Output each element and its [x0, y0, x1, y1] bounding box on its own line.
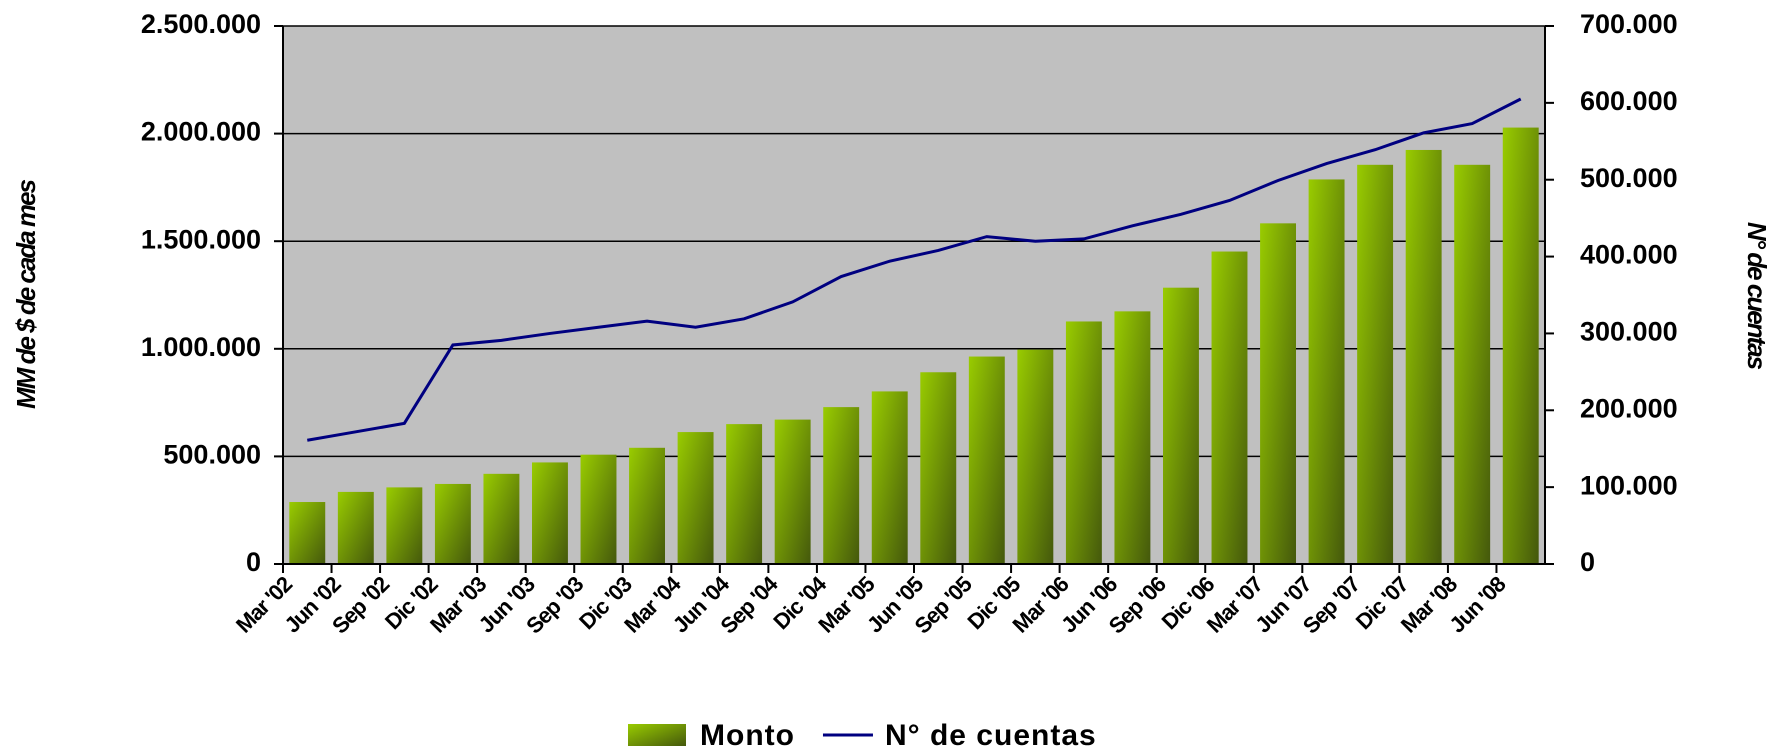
y-tick-label: 500.000	[163, 440, 261, 470]
y2-tick-label: 100.000	[1580, 470, 1678, 500]
bar	[1017, 349, 1054, 564]
bar	[968, 356, 1005, 564]
bar	[629, 447, 665, 564]
bar	[1405, 149, 1442, 564]
x-tick-label: Sep '02	[327, 571, 394, 638]
bar	[1114, 311, 1151, 564]
y-tick-label: 2.500.000	[141, 9, 261, 39]
bar	[871, 391, 908, 564]
y2-tick-label: 500.000	[1580, 163, 1678, 193]
x-tick-label: Sep '06	[1104, 571, 1171, 638]
legend-swatch	[628, 724, 686, 746]
y2-tick-label: 0	[1580, 547, 1595, 577]
bar	[434, 483, 471, 564]
y-tick-label: 0	[246, 547, 261, 577]
bar	[1454, 164, 1491, 564]
x-tick-label: Sep '07	[1298, 571, 1365, 638]
y-axis-title: MM de $ de cada mes	[11, 180, 41, 409]
y2-tick-label: 200.000	[1580, 393, 1678, 423]
bar	[337, 491, 374, 564]
bar	[1308, 179, 1345, 564]
bar	[1211, 251, 1248, 564]
plot-area	[283, 26, 1545, 564]
bar	[1357, 164, 1394, 564]
bar	[1260, 223, 1296, 565]
x-tick-label: Jun '08	[1444, 571, 1510, 637]
legend-label: N° de cuentas	[885, 719, 1097, 751]
bar	[726, 424, 763, 564]
y2-tick-label: 300.000	[1580, 317, 1678, 347]
y-tick-label: 1.000.000	[141, 332, 261, 362]
bar	[1065, 321, 1102, 564]
bar	[483, 473, 520, 564]
line	[307, 97, 1522, 442]
bar	[920, 372, 957, 564]
bar	[289, 502, 326, 564]
x-tick-label: Sep '03	[521, 571, 588, 638]
x-tick-label: Sep '04	[715, 571, 783, 639]
legend-label: Monto	[700, 719, 795, 751]
y2-axis-title: N° de cuentas	[1742, 222, 1770, 370]
x-tick-label: Sep '05	[910, 571, 977, 638]
bar	[774, 419, 811, 564]
bar	[386, 487, 423, 564]
y-tick-label: 1.500.000	[141, 224, 261, 254]
bar	[1163, 287, 1199, 564]
y2-tick-label: 600.000	[1580, 86, 1678, 116]
bar	[532, 462, 568, 564]
y2-tick-label: 700.000	[1580, 9, 1678, 39]
bar	[823, 407, 860, 564]
y2-tick-label: 400.000	[1580, 240, 1678, 270]
bar	[677, 432, 714, 564]
bar	[580, 454, 617, 564]
bar	[1502, 127, 1539, 564]
y-tick-label: 2.000.000	[141, 117, 261, 147]
